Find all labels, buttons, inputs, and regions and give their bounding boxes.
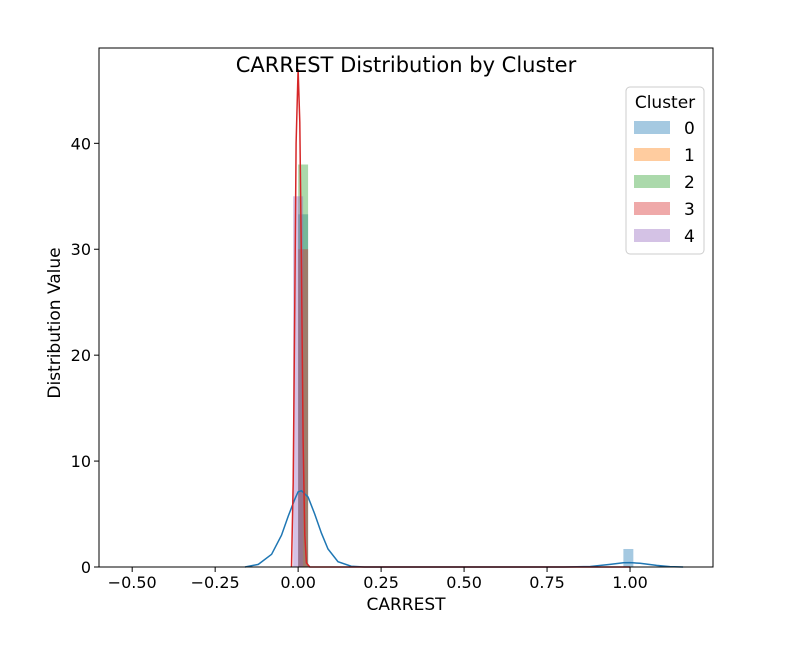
y-tick-label: 10: [71, 452, 91, 471]
legend: Cluster 0 1 2 3 4: [625, 86, 705, 255]
legend-swatch-2: [634, 175, 670, 188]
x-tick-label: 1.00: [612, 573, 648, 592]
y-axis-ticks: 0 10 20 30 40: [71, 134, 99, 577]
legend-box: [625, 86, 705, 255]
bar-cluster-4: [293, 196, 304, 568]
x-tick-label: 0.75: [529, 573, 565, 592]
legend-swatch-4: [634, 229, 670, 242]
y-axis-label: Distribution Value: [45, 247, 65, 398]
x-tick-label: 0.00: [280, 573, 316, 592]
legend-label-2: 2: [684, 173, 695, 193]
legend-label-1: 1: [684, 146, 695, 166]
legend-swatch-3: [634, 202, 670, 215]
y-tick-label: 20: [71, 346, 91, 365]
legend-label-3: 3: [684, 200, 695, 220]
x-axis-label: CARREST: [366, 595, 446, 615]
legend-label-4: 4: [684, 227, 695, 247]
y-tick-label: 30: [71, 240, 91, 259]
kde-line-cluster-0: [244, 489, 684, 568]
x-tick-label: −0.50: [108, 573, 157, 592]
y-tick-label: 0: [81, 558, 91, 577]
x-tick-label: −0.25: [191, 573, 240, 592]
y-tick-label: 40: [71, 134, 91, 153]
axes-frame: [98, 47, 714, 568]
x-axis-ticks: −0.50 −0.25 0.00 0.25 0.50 0.75 1.00: [108, 567, 648, 592]
legend-swatch-0: [634, 121, 670, 134]
legend-swatch-1: [634, 148, 670, 161]
legend-title: Cluster: [635, 93, 695, 113]
x-tick-label: 0.50: [446, 573, 482, 592]
chart-title: CARREST Distribution by Cluster: [236, 53, 577, 77]
bar-cluster-0: [623, 548, 634, 567]
x-tick-label: 0.25: [363, 573, 399, 592]
kde-layer: [244, 69, 684, 568]
legend-label-0: 0: [684, 119, 695, 139]
bars-layer: [293, 164, 634, 568]
kde-line-cluster-3: [290, 69, 630, 568]
